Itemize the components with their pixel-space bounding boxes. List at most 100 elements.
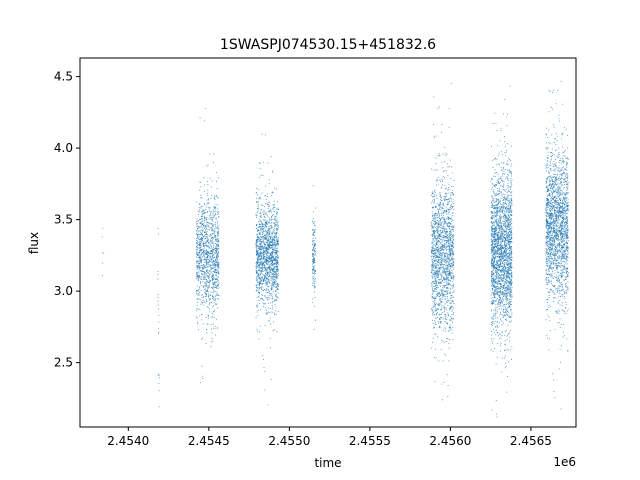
data-point [439, 284, 441, 286]
data-point [272, 262, 274, 264]
data-point [434, 381, 436, 383]
data-point [202, 213, 204, 215]
data-point [451, 275, 453, 277]
data-point [449, 236, 451, 238]
data-point [202, 301, 204, 303]
data-point [439, 252, 441, 254]
data-point [446, 300, 447, 302]
data-point [203, 295, 205, 297]
data-point [216, 222, 218, 224]
data-point [431, 248, 433, 250]
data-point [198, 262, 200, 264]
data-point [312, 278, 314, 280]
data-point [257, 258, 259, 260]
data-point [444, 177, 446, 179]
data-point [256, 304, 258, 306]
data-point [206, 286, 208, 288]
data-point [452, 259, 454, 261]
data-point [314, 253, 316, 255]
data-point [433, 230, 435, 232]
data-point [445, 249, 447, 251]
data-point [214, 235, 216, 237]
data-point [218, 241, 220, 243]
data-point [257, 282, 259, 283]
data-point [277, 201, 279, 203]
data-point [434, 323, 436, 325]
data-point [205, 342, 207, 344]
data-point [261, 227, 263, 229]
data-point [511, 346, 513, 348]
data-point [507, 163, 509, 165]
data-point [265, 211, 267, 213]
data-point [199, 245, 201, 246]
data-point [276, 275, 278, 277]
data-point [504, 215, 505, 216]
data-point [440, 224, 442, 226]
data-point [441, 161, 443, 163]
data-point [312, 229, 314, 231]
data-point [197, 321, 199, 323]
data-point [255, 239, 257, 241]
data-point [198, 242, 200, 244]
data-point [207, 244, 209, 246]
data-point [439, 250, 441, 252]
data-point [259, 248, 261, 250]
data-point [451, 228, 453, 230]
data-point [444, 198, 446, 200]
data-point [434, 230, 436, 231]
data-point [451, 234, 453, 236]
data-point [198, 250, 200, 252]
data-point [205, 276, 206, 278]
data-point [453, 203, 454, 205]
data-point [208, 240, 210, 242]
data-point [259, 277, 261, 279]
data-point [450, 206, 452, 208]
data-point [213, 265, 215, 266]
data-point [440, 226, 441, 228]
data-point [448, 292, 450, 294]
data-point [434, 234, 436, 236]
data-point [440, 283, 442, 284]
data-point [500, 220, 501, 222]
data-point [437, 286, 439, 288]
data-point [441, 254, 443, 256]
data-point [436, 229, 437, 231]
data-point [211, 261, 213, 263]
data-point [208, 242, 210, 243]
data-point [258, 287, 260, 288]
data-point [449, 264, 451, 266]
data-point [440, 248, 442, 250]
data-point [268, 258, 270, 260]
data-point [432, 239, 434, 241]
data-point [197, 266, 199, 268]
data-point [200, 259, 202, 261]
data-point [215, 225, 216, 227]
data-point [273, 267, 275, 269]
data-point [263, 210, 265, 212]
data-point [217, 283, 219, 285]
data-point [261, 243, 263, 245]
data-point [202, 377, 204, 379]
data-point [451, 306, 453, 308]
data-point [261, 293, 263, 295]
data-point [314, 243, 316, 244]
data-point [204, 277, 206, 279]
data-point [491, 179, 493, 180]
data-point [264, 261, 266, 263]
data-point [434, 252, 436, 254]
data-point [312, 261, 314, 263]
data-point [264, 288, 265, 290]
data-point [258, 338, 260, 340]
data-point [212, 288, 214, 290]
data-point [273, 231, 275, 233]
data-point [256, 289, 258, 291]
data-point [262, 302, 264, 304]
data-point [201, 365, 203, 367]
data-point [261, 286, 263, 288]
data-point [431, 285, 433, 287]
data-point [260, 264, 262, 266]
data-point [196, 218, 198, 220]
data-point [196, 240, 198, 242]
data-point [438, 235, 440, 237]
data-point [198, 233, 200, 235]
